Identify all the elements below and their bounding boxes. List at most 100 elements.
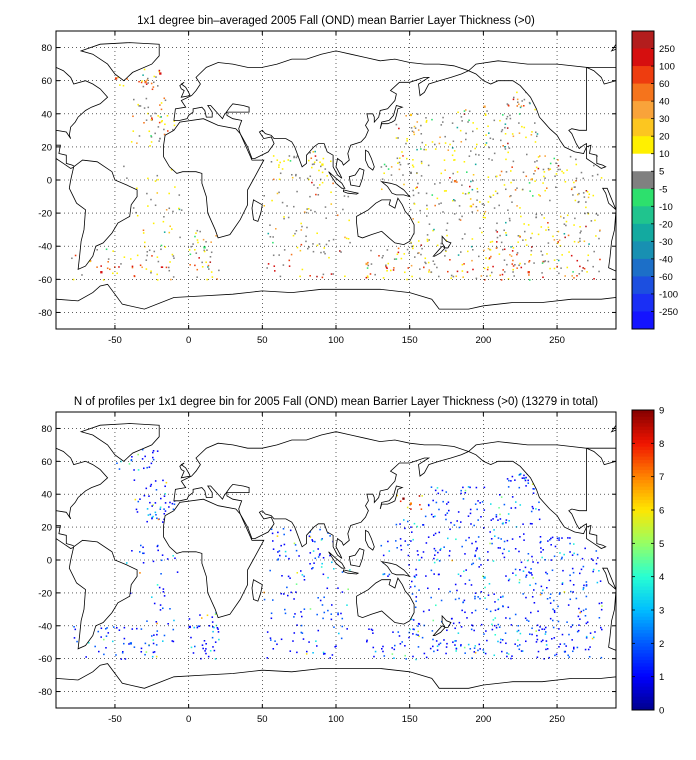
- data-cell: [412, 159, 414, 161]
- data-cell: [521, 125, 523, 128]
- data-cell: [512, 572, 514, 574]
- colorbar-tick-label: -40: [659, 254, 673, 265]
- data-cell: [499, 494, 501, 496]
- data-cell: [527, 620, 530, 622]
- data-cell: [444, 255, 446, 257]
- data-cell: [571, 639, 573, 641]
- data-cell: [497, 547, 500, 549]
- data-cell: [171, 502, 174, 505]
- y-tick-label: 0: [47, 556, 52, 567]
- data-cell: [489, 241, 492, 243]
- data-cell: [589, 632, 592, 634]
- data-cell: [288, 259, 291, 262]
- colorbar-swatch: [632, 683, 654, 688]
- data-cell: [529, 522, 532, 525]
- data-cell: [553, 555, 556, 558]
- data-cell: [116, 462, 118, 465]
- data-cell: [324, 652, 326, 655]
- sample-cell: [527, 271, 530, 274]
- grid-lines: [56, 412, 616, 708]
- data-cell: [507, 606, 510, 609]
- data-cell: [487, 551, 489, 553]
- data-cell: [159, 609, 162, 611]
- data-cell: [287, 594, 289, 597]
- data-cell: [510, 181, 512, 184]
- data-cell: [558, 537, 560, 539]
- colorbar-swatch: [632, 550, 654, 554]
- x-tick-label: 100: [328, 335, 344, 346]
- data-cell: [483, 633, 485, 635]
- data-cell: [320, 251, 322, 254]
- data-cell: [470, 150, 472, 152]
- data-cell: [201, 644, 204, 646]
- data-cell: [566, 266, 569, 269]
- data-cell: [443, 190, 446, 192]
- data-cell: [503, 184, 506, 186]
- data-cell: [449, 590, 451, 593]
- data-cell: [544, 189, 546, 192]
- data-cell: [535, 630, 538, 632]
- data-cell: [106, 627, 108, 629]
- data-cell: [449, 550, 451, 552]
- grid-lines: [56, 31, 616, 329]
- data-cell: [445, 652, 447, 655]
- data-cell: [94, 645, 96, 648]
- data-cell: [147, 77, 149, 80]
- data-cell: [579, 572, 581, 575]
- data-cell: [438, 531, 441, 534]
- data-cell: [337, 613, 339, 616]
- x-tick-label: 200: [475, 714, 491, 725]
- x-tick-label: 0: [186, 335, 191, 346]
- data-cell: [491, 159, 493, 161]
- data-cell: [561, 537, 563, 539]
- data-cell: [467, 643, 470, 646]
- data-cell: [212, 646, 214, 648]
- data-cell: [209, 256, 212, 258]
- data-cell: [561, 254, 563, 256]
- data-cell: [124, 658, 127, 660]
- data-cell: [582, 192, 585, 194]
- data-cell: [425, 192, 428, 195]
- data-cell: [174, 186, 176, 188]
- data-cell: [289, 650, 292, 652]
- data-cell: [322, 651, 325, 654]
- data-cell: [473, 651, 476, 653]
- data-cell: [544, 177, 546, 179]
- data-cell: [460, 251, 462, 253]
- data-cell: [540, 585, 543, 588]
- data-cell: [481, 501, 484, 503]
- data-cell: [484, 113, 487, 115]
- data-cell: [156, 450, 159, 452]
- data-cell: [528, 182, 531, 184]
- data-cell: [541, 556, 543, 559]
- data-cell: [343, 195, 346, 197]
- data-cell: [118, 468, 121, 470]
- data-cell: [139, 551, 141, 553]
- colorbar-swatch: [632, 626, 654, 631]
- data-cell: [309, 152, 311, 154]
- data-cell: [413, 203, 416, 205]
- data-cell: [458, 205, 461, 207]
- data-cell: [211, 276, 214, 278]
- data-cell: [435, 640, 438, 642]
- data-cell: [180, 209, 183, 211]
- data-cell: [453, 213, 456, 215]
- data-cell: [434, 532, 437, 535]
- data-cell: [446, 629, 448, 632]
- data-cell: [585, 637, 588, 639]
- data-cell: [499, 547, 501, 549]
- landmass-uk: [179, 81, 191, 98]
- data-cell: [573, 224, 575, 226]
- colorbar-swatch: [632, 153, 654, 172]
- data-cell: [218, 638, 220, 641]
- data-cell: [438, 142, 441, 145]
- data-cell: [314, 155, 317, 157]
- colorbar-swatch: [632, 433, 654, 438]
- data-cell: [579, 226, 581, 228]
- data-cell: [553, 599, 555, 602]
- data-cell: [445, 250, 447, 253]
- data-cell: [444, 249, 447, 252]
- data-cell: [192, 243, 194, 245]
- data-cell: [518, 550, 520, 553]
- sample-cell: [409, 171, 413, 175]
